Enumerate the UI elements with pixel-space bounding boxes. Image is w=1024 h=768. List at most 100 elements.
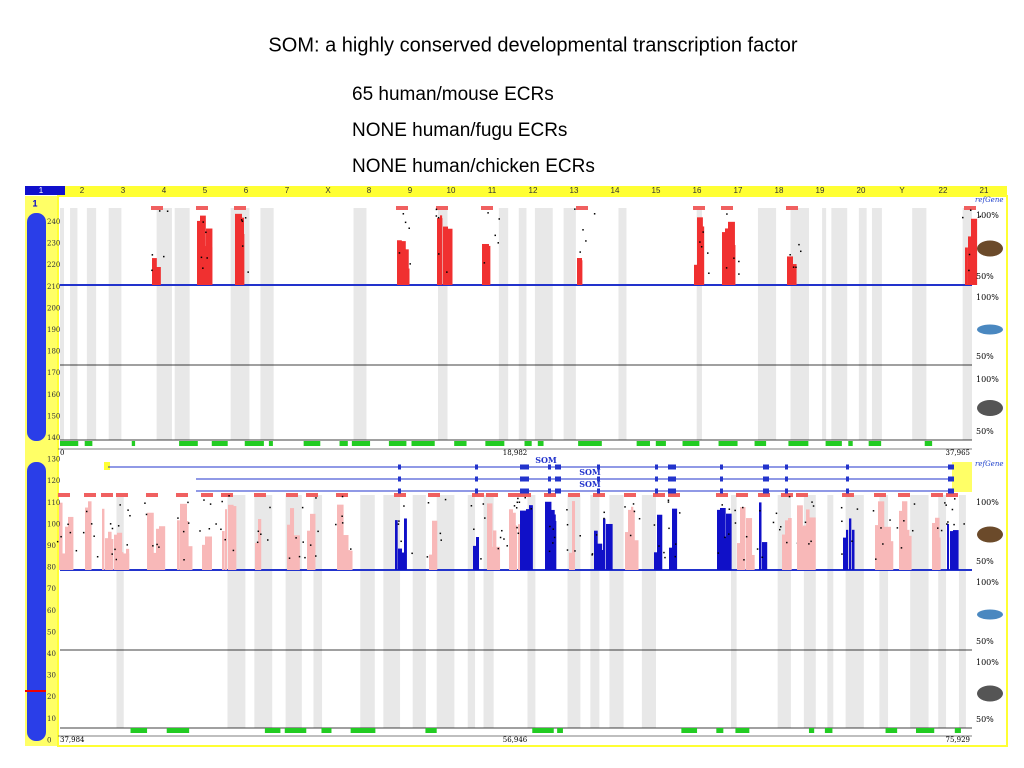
dot: [224, 538, 227, 541]
conservation-peak: [225, 509, 228, 570]
chromosome-tab: 22: [939, 186, 948, 195]
ecr-mark: [151, 206, 163, 210]
conservation-peak: [631, 506, 634, 570]
conservation-peak: [938, 537, 941, 570]
dot: [111, 527, 114, 530]
axis-label: 30: [47, 672, 56, 680]
dot: [595, 534, 598, 536]
conservation-peak: [759, 502, 762, 570]
ecr-mark: [146, 493, 158, 497]
ecr-mark: [668, 493, 680, 497]
dot: [341, 495, 344, 498]
dot: [721, 504, 723, 506]
dot: [483, 262, 486, 264]
chromosome-ideogram: [27, 213, 46, 441]
repeat-bar: [524, 441, 532, 446]
exon: [673, 464, 676, 470]
conservation-peak: [183, 520, 189, 570]
axis-label: 190: [47, 326, 60, 334]
conservation-peak: [512, 512, 516, 570]
repeat-bar: [824, 728, 833, 733]
conservation-stripe: [534, 208, 553, 440]
dot: [946, 523, 948, 525]
dot: [187, 522, 190, 524]
axis-label: 20: [47, 693, 56, 701]
conservation-peak: [788, 517, 792, 570]
exon: [398, 488, 401, 494]
dot: [209, 503, 212, 505]
dot: [152, 545, 154, 547]
dot: [109, 523, 112, 525]
dot: [733, 257, 735, 259]
dot: [756, 548, 759, 550]
dot: [398, 520, 400, 522]
conservation-peak: [694, 264, 698, 285]
refgene-label: refGene: [975, 460, 1003, 468]
conservation-peak: [971, 218, 978, 285]
dot: [67, 523, 69, 526]
dot: [183, 559, 185, 561]
dot: [341, 515, 343, 517]
conservation-stripe: [438, 208, 448, 440]
dot: [742, 506, 744, 509]
ecr-mark: [576, 206, 588, 210]
conservation-peak: [343, 535, 349, 570]
conservation-peak: [349, 550, 353, 570]
repeat-bar: [808, 728, 815, 733]
repeat-bar: [655, 441, 666, 446]
dot: [591, 554, 593, 556]
ecr-mark: [196, 206, 208, 210]
conservation-peak: [722, 232, 728, 285]
axis-label: 60: [47, 607, 56, 615]
dot: [499, 536, 502, 539]
conservation-peak: [899, 510, 904, 570]
dot: [841, 553, 843, 555]
conservation-peak: [150, 551, 153, 570]
dot: [968, 253, 971, 256]
conservation-peak: [476, 537, 480, 570]
conservation-stripe: [518, 208, 527, 440]
dot: [889, 519, 891, 521]
exon: [548, 464, 551, 470]
conservation-peak: [887, 541, 894, 570]
repeat-bar: [130, 728, 148, 733]
repeat-bar: [682, 441, 700, 446]
repeat-bar: [681, 728, 698, 733]
dot: [566, 523, 569, 526]
dot: [317, 530, 319, 533]
dot: [444, 498, 447, 501]
dot: [158, 546, 160, 548]
dot: [728, 533, 730, 535]
repeat-bar: [915, 728, 935, 733]
exon: [948, 464, 954, 470]
dot: [517, 532, 520, 535]
dot: [215, 523, 217, 525]
conservation-peak: [594, 530, 598, 570]
conservation-stripe: [938, 495, 947, 728]
conservation-stripe: [527, 495, 536, 728]
dot: [117, 525, 120, 527]
conservation-stripe: [70, 208, 78, 440]
repeat-bar: [339, 441, 348, 446]
conservation-peak: [337, 504, 344, 570]
dot: [653, 524, 656, 526]
conservation-peak: [746, 518, 753, 570]
ecr-mark: [946, 493, 958, 497]
dot: [144, 502, 146, 504]
repeat-bar: [718, 441, 738, 446]
conservation-peak: [231, 506, 237, 570]
repeat-bar: [350, 728, 376, 733]
ecr-mark: [653, 493, 665, 497]
exon: [655, 464, 658, 470]
dot: [792, 266, 795, 268]
conservation-stripe: [618, 208, 627, 440]
exon: [668, 476, 674, 482]
dot: [624, 506, 626, 508]
dot: [585, 240, 587, 242]
dot: [75, 549, 78, 552]
ecr-mark: [842, 493, 854, 497]
exon: [548, 476, 551, 482]
dot: [552, 542, 554, 544]
dot: [206, 257, 208, 259]
dot: [515, 507, 518, 509]
